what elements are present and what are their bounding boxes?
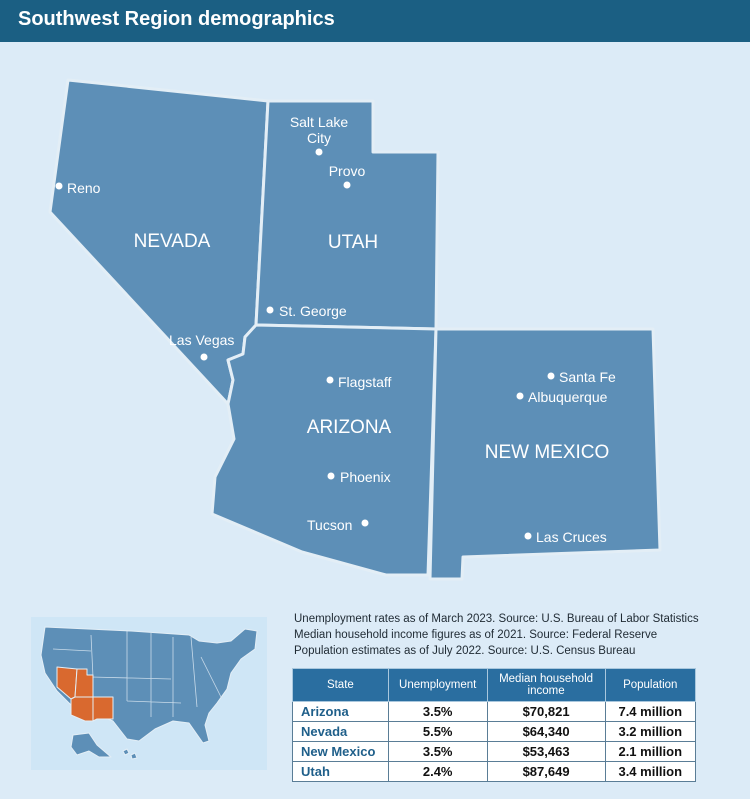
- southwest-map: NEVADA UTAH ARIZONA NEW MEXICO Reno Las …: [0, 42, 750, 602]
- city-dot-las-vegas: [200, 353, 208, 361]
- column-header-population: Population: [604, 668, 697, 702]
- cell-income: $53,463: [486, 741, 606, 762]
- city-label-albuquerque: Albuquerque: [528, 389, 608, 405]
- state-label-nevada: NEVADA: [134, 231, 211, 252]
- city-dot-reno: [55, 182, 63, 190]
- inset-alaska: [70, 732, 112, 758]
- column-header-unemployment: Unemployment: [387, 668, 488, 702]
- us-inset-map-svg: [40, 626, 258, 760]
- inset-state-new-mexico: [92, 696, 114, 722]
- city-dot-st-george: [266, 306, 274, 314]
- demographics-table-wrap: State Unemployment Median household inco…: [292, 668, 697, 782]
- city-label-st-george: St. George: [279, 303, 347, 319]
- city-dot-flagstaff: [326, 376, 334, 384]
- city-label-santa-fe: Santa Fe: [559, 369, 616, 385]
- inset-state-arizona: [70, 696, 94, 722]
- us-inset-map: [31, 617, 267, 770]
- cell-unemployment: 2.4%: [387, 761, 488, 782]
- southwest-map-svg: NEVADA UTAH ARIZONA NEW MEXICO Reno Las …: [48, 78, 662, 581]
- cell-income: $70,821: [486, 701, 606, 722]
- city-dot-phoenix: [327, 472, 335, 480]
- city-dot-las-cruces: [524, 532, 532, 540]
- city-label-las-cruces: Las Cruces: [536, 529, 607, 545]
- note-population-source: Population estimates as of July 2022. So…: [294, 645, 636, 657]
- cell-state: New Mexico: [292, 741, 389, 762]
- table-row: New Mexico 3.5% $53,463 2.1 million: [292, 741, 697, 762]
- city-label-flagstaff: Flagstaff: [338, 374, 392, 390]
- header-bar: Southwest Region demographics: [0, 0, 750, 42]
- inset-hawaii: [122, 748, 138, 760]
- cell-unemployment: 3.5%: [387, 741, 488, 762]
- cell-population: 7.4 million: [604, 701, 697, 722]
- state-label-new-mexico: NEW MEXICO: [485, 442, 610, 463]
- cell-income: $87,649: [486, 761, 606, 782]
- city-dot-santa-fe: [547, 372, 555, 380]
- city-label-salt-lake-city-line1: Salt Lake: [290, 114, 349, 130]
- city-dot-tucson: [361, 519, 369, 527]
- cell-unemployment: 5.5%: [387, 721, 488, 742]
- cell-income: $64,340: [486, 721, 606, 742]
- cell-state: Nevada: [292, 721, 389, 742]
- city-label-phoenix: Phoenix: [340, 469, 391, 485]
- city-label-tucson: Tucson: [307, 517, 352, 533]
- cell-population: 2.1 million: [604, 741, 697, 762]
- state-utah: [254, 99, 440, 331]
- city-dot-albuquerque: [516, 392, 524, 400]
- city-label-salt-lake-city-line2: City: [307, 130, 331, 146]
- column-header-state: State: [292, 668, 389, 702]
- city-dot-salt-lake-city: [315, 148, 323, 156]
- cell-population: 3.2 million: [604, 721, 697, 742]
- cell-state: Utah: [292, 761, 389, 782]
- note-unemployment-source: Unemployment rates as of March 2023. Sou…: [294, 613, 699, 625]
- cell-population: 3.4 million: [604, 761, 697, 782]
- cell-unemployment: 3.5%: [387, 701, 488, 722]
- city-dot-provo: [343, 181, 351, 189]
- state-arizona: [210, 323, 438, 577]
- state-new-mexico: [428, 327, 662, 581]
- table-row: Utah 2.4% $87,649 3.4 million: [292, 761, 697, 782]
- demographics-table: State Unemployment Median household inco…: [292, 668, 697, 782]
- city-label-provo: Provo: [329, 163, 366, 179]
- cell-state: Arizona: [292, 701, 389, 722]
- note-income-source: Median household income figures as of 20…: [294, 629, 658, 641]
- state-label-arizona: ARIZONA: [307, 417, 392, 438]
- city-label-las-vegas: Las Vegas: [169, 332, 234, 348]
- table-header-row: State Unemployment Median household inco…: [292, 668, 697, 702]
- city-label-reno: Reno: [67, 180, 101, 196]
- column-header-income: Median household income: [486, 668, 606, 702]
- table-row: Nevada 5.5% $64,340 3.2 million: [292, 721, 697, 742]
- table-row: Arizona 3.5% $70,821 7.4 million: [292, 701, 697, 722]
- page-title: Southwest Region demographics: [18, 8, 335, 30]
- state-label-utah: UTAH: [328, 232, 378, 253]
- source-notes: Unemployment rates as of March 2023. Sou…: [294, 611, 734, 659]
